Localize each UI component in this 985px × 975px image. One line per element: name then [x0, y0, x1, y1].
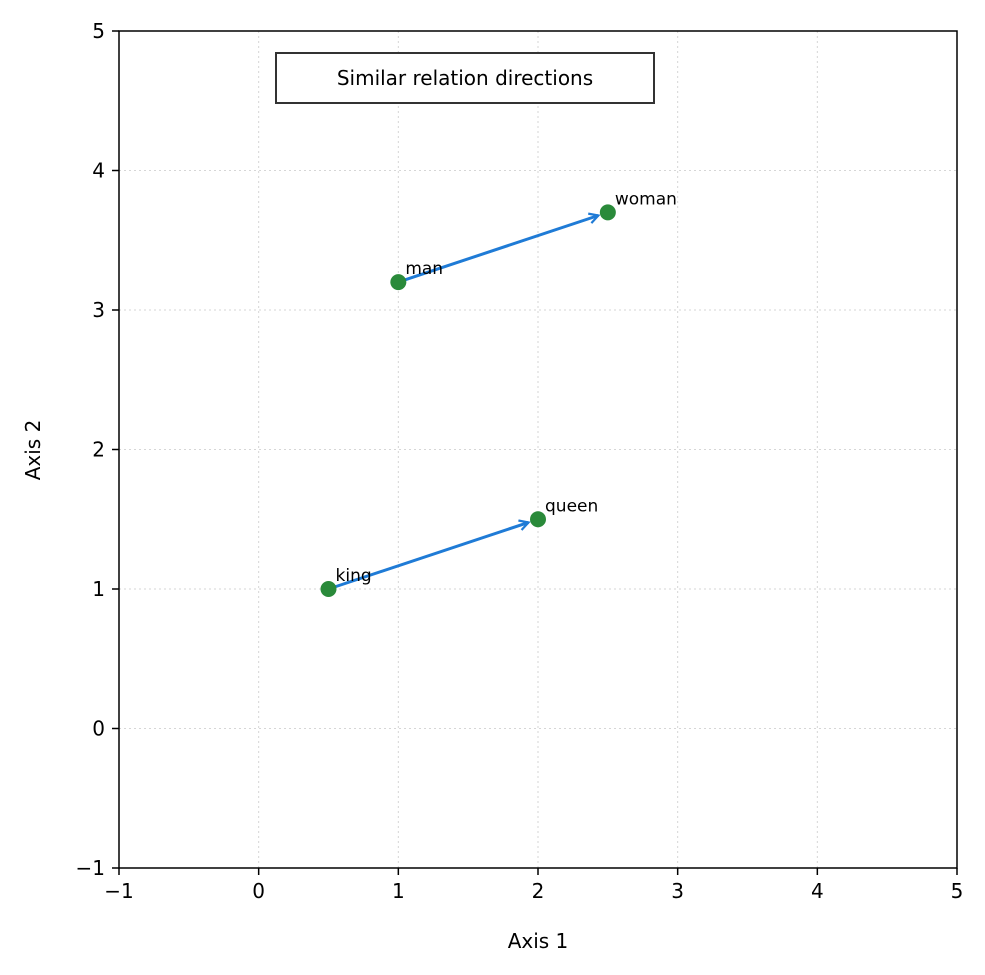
y-axis-label: Axis 2	[21, 420, 45, 481]
point-man	[390, 274, 407, 291]
x-axis-label: Axis 1	[508, 929, 569, 953]
y-tick-label: 3	[92, 298, 105, 322]
y-tick-label: 1	[92, 577, 105, 601]
x-tick-label: 4	[811, 879, 824, 903]
axis-ticks: −1 0 1 2 3 4 5 −1 0 1 2 3 4 5	[76, 19, 964, 903]
point-woman	[599, 204, 616, 221]
y-tick-label: 0	[92, 717, 105, 741]
point-label-man: man	[405, 259, 443, 279]
x-tick-label: 3	[671, 879, 684, 903]
point-queen	[530, 511, 546, 528]
y-tick-label: 4	[92, 159, 105, 183]
point-label-woman: woman	[615, 189, 677, 209]
x-tick-label: 5	[951, 879, 964, 903]
point-king	[320, 581, 337, 597]
relation-arrow-man-woman	[397, 216, 598, 284]
y-tick-label: −1	[76, 856, 105, 880]
point-label-king: king	[336, 566, 372, 586]
relation-arrows	[328, 216, 599, 591]
annotation-box: Similar relation directions	[275, 52, 655, 104]
annotation-box-text: Similar relation directions	[337, 66, 593, 90]
x-tick-label: −1	[104, 879, 133, 903]
x-tick-label: 0	[252, 879, 265, 903]
data-points: king queen man woman	[320, 189, 677, 597]
y-tick-label: 5	[92, 19, 105, 43]
point-label-queen: queen	[545, 496, 598, 516]
x-tick-label: 2	[532, 879, 545, 903]
grid	[118, 30, 958, 869]
y-tick-label: 2	[92, 438, 105, 462]
relation-arrow-king-queen	[328, 522, 529, 591]
x-tick-label: 1	[392, 879, 405, 903]
